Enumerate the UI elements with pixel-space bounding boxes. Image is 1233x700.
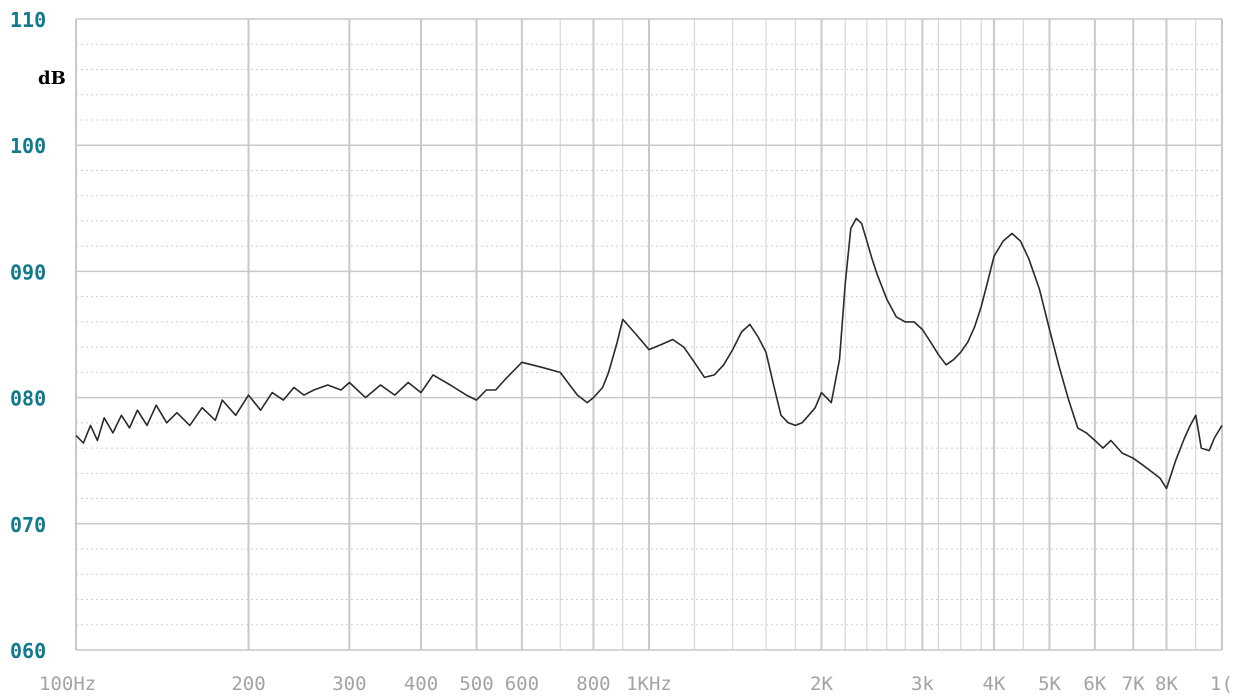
x-tick-label: 1( (1210, 673, 1233, 695)
x-tick-label: 200 (231, 673, 265, 695)
major-vertical-gridlines (75, 19, 1223, 650)
y-tick-label: 070 (10, 513, 46, 537)
x-tick-label: 100Hz (39, 673, 96, 695)
x-tick-label: 3k (911, 673, 934, 695)
x-tick-label: 7K (1122, 673, 1145, 695)
x-tick-labels: 100Hz 200 300 400 500 600 800 1KHz 2K 3k 4K 5K 6K 7K 8… (39, 673, 1233, 695)
y-tick-label: 060 (10, 639, 46, 663)
x-tick-label: 500 (459, 673, 493, 695)
y-tick-label: 090 (10, 260, 46, 284)
y-tick-label: 100 (10, 134, 46, 158)
series-layer (75, 217, 1223, 490)
y-tick-label: 080 (10, 387, 46, 411)
x-tick-label: 800 (576, 673, 610, 695)
x-tick-label: 6K (1083, 673, 1106, 695)
minor-horizontal-gridlines (76, 43, 1222, 626)
x-tick-label: 600 (505, 673, 539, 695)
x-tick-label: 8K (1155, 673, 1178, 695)
x-tick-label: 5K (1038, 673, 1061, 695)
minor-vertical-gridlines (559, 19, 1197, 650)
x-tick-label: 1KHz (626, 673, 672, 695)
major-horizontal-gridlines (76, 18, 1222, 651)
x-tick-label: 400 (404, 673, 438, 695)
x-tick-label: 2K (810, 673, 833, 695)
y-tick-label: 110 (10, 8, 46, 32)
y-tick-labels: 110 100 090 080 070 060 (10, 8, 46, 663)
response-series-line (75, 217, 1223, 490)
x-tick-label: 4K (983, 673, 1006, 695)
x-tick-label: 300 (332, 673, 366, 695)
y-unit-label: dB (38, 68, 66, 89)
